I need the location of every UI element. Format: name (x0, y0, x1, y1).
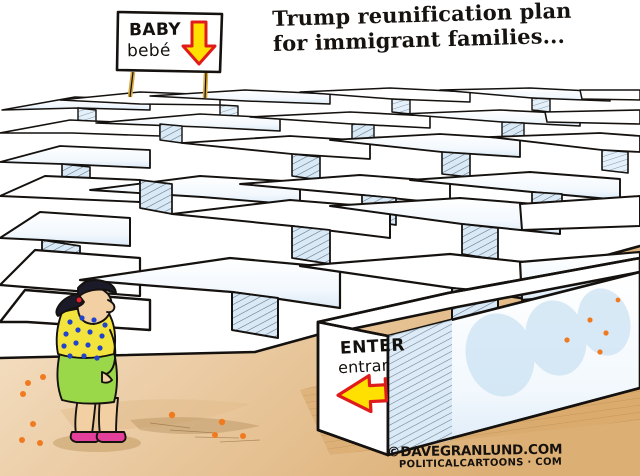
hair-tie (75, 296, 83, 304)
baby-sign-label-es: bebé (126, 40, 171, 62)
blouse-dots (61, 315, 108, 361)
ground-dots (19, 297, 621, 446)
maze-walls-far (0, 87, 640, 144)
cartoon-title: Trump reunification plan for immigrant fa… (272, 0, 572, 56)
enter-arrow-icon (336, 374, 388, 414)
woman-figure (53, 279, 141, 452)
enter-sign-label-es: entrar (337, 355, 389, 378)
enter-sign-label-en: ENTER (339, 335, 406, 359)
head (76, 285, 113, 325)
shoe-right (95, 431, 127, 443)
baby-sign-label-en: BABY (128, 19, 182, 41)
hair (77, 279, 117, 299)
hand (101, 371, 113, 384)
skirt (56, 351, 118, 405)
foreground-wall (316, 256, 640, 457)
maze-walls-mid (0, 132, 640, 281)
shoe-left (69, 431, 101, 443)
baby-arrow-icon (181, 20, 217, 66)
baby-sign (115, 10, 224, 99)
